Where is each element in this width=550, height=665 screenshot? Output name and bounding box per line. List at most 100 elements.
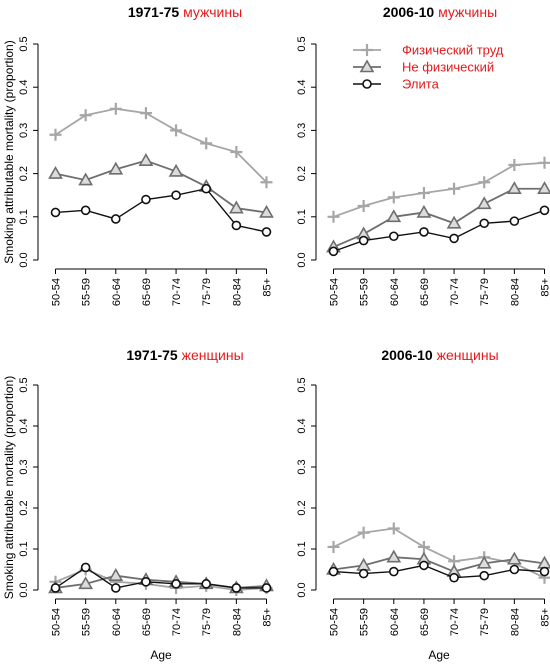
x-tick-label: 50-54 <box>329 278 341 306</box>
panel-3: 1971-75 женщины 0.0 0.1 0.2 0.3 0.4 0.5 50-54 55… <box>2 347 274 662</box>
panel-title-sex: мужчины <box>183 4 242 20</box>
panel-title: 1971-75 мужчины <box>128 4 242 20</box>
panel-title-period: 1971-75 <box>126 347 181 363</box>
data-point-elite <box>141 576 151 587</box>
y-tick-label: 0.1 <box>296 541 308 556</box>
series-line-manual <box>333 161 545 218</box>
x-axis-label: Age <box>428 648 450 662</box>
y-axis-label: Smoking attributable mortality (proporti… <box>2 40 16 263</box>
panel-title-sex: женщины <box>437 347 499 363</box>
x-tick-label: 65-69 <box>141 278 153 306</box>
legend-marker-elite <box>362 79 372 89</box>
y-tick-label: 0.3 <box>18 459 30 474</box>
data-point-elite <box>328 566 339 577</box>
data-point-nonmanual <box>476 555 492 569</box>
data-point-manual <box>357 526 370 539</box>
data-point-elite <box>449 572 459 583</box>
data-point-elite <box>171 190 181 200</box>
data-point-elite <box>539 205 550 216</box>
x-tick-label: 75-79 <box>479 278 491 306</box>
x-tick-label: 70-74 <box>449 278 461 306</box>
x-tick-label: 65-69 <box>419 278 431 306</box>
y-tick-label: 0.0 <box>18 582 30 597</box>
data-point-elite <box>80 562 91 573</box>
data-point-elite <box>110 214 121 224</box>
data-point-elite <box>479 570 490 581</box>
data-point-elite <box>388 566 399 577</box>
series-manual <box>49 102 273 189</box>
y-tick-label: 0.4 <box>296 80 308 95</box>
x-tick-label: 80-84 <box>509 608 521 636</box>
panel-title-period: 2006-10 <box>383 4 438 20</box>
series-line-elite <box>55 566 267 589</box>
y-tick-label: 0.2 <box>18 500 30 515</box>
x-tick-label: 85+ <box>540 278 550 297</box>
x-tick-label: 70-74 <box>449 608 461 636</box>
data-point-manual <box>448 182 461 195</box>
data-point-elite <box>141 194 151 205</box>
data-point-elite <box>261 227 272 237</box>
series-line-manual <box>55 107 268 183</box>
data-point-elite <box>201 579 212 589</box>
data-point-nonmanual <box>108 568 124 581</box>
x-tick-label: 65-69 <box>141 608 153 636</box>
data-point-nonmanual <box>138 153 154 166</box>
y-tick-label: 0.1 <box>18 209 30 224</box>
panel-title-period: 2006-10 <box>381 347 436 363</box>
legend-marker-manual <box>361 44 373 56</box>
data-point-manual <box>538 156 550 169</box>
series-line-elite <box>55 187 267 233</box>
data-point-manual <box>49 128 62 141</box>
data-point-nonmanual <box>537 181 550 195</box>
data-point-manual <box>417 540 430 553</box>
data-point-elite <box>110 583 121 593</box>
data-point-nonmanual <box>506 551 522 565</box>
data-point-elite <box>50 207 61 218</box>
legend-label-nonmanual: Не физический <box>402 60 494 75</box>
x-tick-label: 55-59 <box>359 278 371 306</box>
data-point-manual <box>478 176 491 189</box>
x-tick-label: 60-64 <box>111 278 123 306</box>
data-point-nonmanual <box>78 172 94 186</box>
data-point-elite <box>419 227 429 237</box>
data-point-manual <box>327 540 340 553</box>
panel-1: 1971-75 мужчины 0.0 0.1 0.2 0.3 0.4 0.5 50-54 55… <box>2 4 274 306</box>
data-point-manual <box>109 102 122 115</box>
data-point-elite <box>261 583 272 593</box>
x-tick-label: 60-64 <box>389 608 401 636</box>
y-tick-label: 0.2 <box>296 500 308 515</box>
y-tick-label: 0.5 <box>18 377 30 392</box>
x-tick-label: 80-84 <box>231 278 243 306</box>
x-tick-label: 55-59 <box>81 608 93 636</box>
x-tick-label: 75-79 <box>479 608 491 636</box>
x-axis-label: Age <box>150 648 172 662</box>
series-elite <box>328 205 550 257</box>
data-point-manual <box>327 210 340 223</box>
data-point-manual <box>387 522 400 535</box>
panel-title: 2006-10 мужчины <box>383 4 497 20</box>
y-tick-label: 0.0 <box>296 582 308 597</box>
panel-title-sex: женщины <box>182 347 244 363</box>
legend-label-elite: Элита <box>402 77 440 92</box>
y-axis-label: Smoking attributable mortality (proporti… <box>2 376 16 599</box>
series-line-elite <box>333 564 545 579</box>
data-point-manual <box>260 176 273 189</box>
data-point-nonmanual <box>48 165 63 179</box>
data-point-nonmanual <box>476 196 492 210</box>
data-point-nonmanual <box>386 549 402 563</box>
y-tick-label: 0.0 <box>296 252 308 267</box>
data-point-elite <box>231 583 242 593</box>
data-point-manual <box>139 107 152 120</box>
data-point-elite <box>509 564 520 575</box>
data-point-manual <box>417 187 430 200</box>
y-tick-label: 0.1 <box>18 541 30 556</box>
panel-title-sex: мужчины <box>438 4 497 20</box>
data-point-elite <box>388 231 399 242</box>
y-tick-label: 0.2 <box>18 166 30 181</box>
data-point-elite <box>358 568 369 579</box>
data-point-elite <box>479 218 490 229</box>
x-tick-label: 85+ <box>540 608 550 627</box>
y-tick-label: 0.5 <box>296 377 308 392</box>
series-elite <box>50 562 272 593</box>
data-point-elite <box>50 583 61 593</box>
